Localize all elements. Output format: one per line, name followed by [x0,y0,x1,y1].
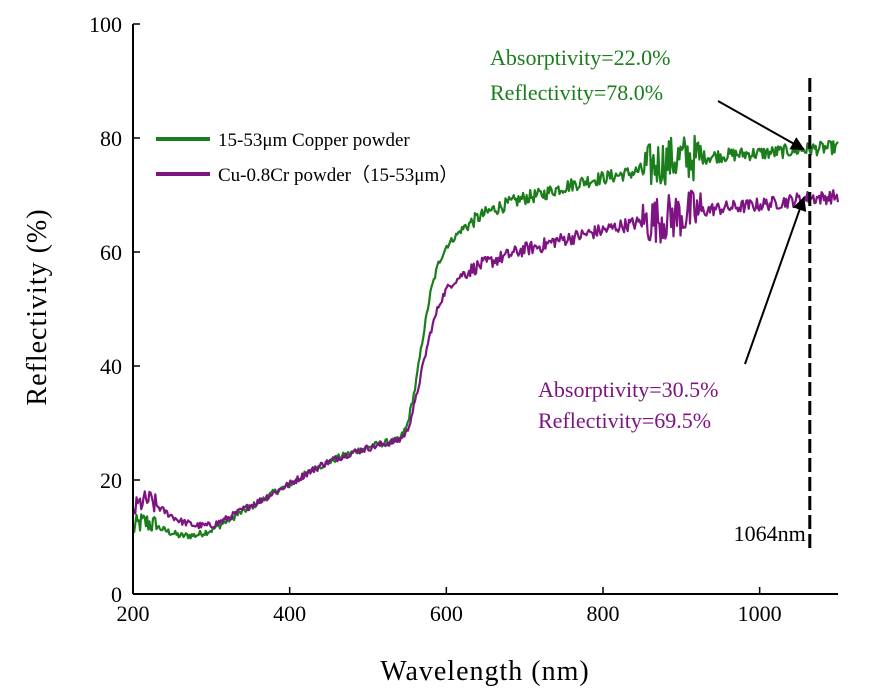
annotation-2-line-1: Absorptivity=30.5% [538,377,718,402]
legend-label-2: Cu-0.8Cr powder（15-53μm） [218,164,458,186]
y-tick-label: 20 [100,468,122,493]
axes [132,24,838,595]
x-axis-title: Wavelength (nm) [380,656,589,687]
vline-1064nm: 1064nm [734,78,812,548]
annotation-1-line-1: Absorptivity=22.0% [490,45,670,70]
annotations: Absorptivity=22.0% Reflectivity=78.0% Abso… [490,45,807,433]
annotation-1-line-2: Reflectivity=78.0% [490,80,663,105]
x-tick-label: 400 [273,601,306,626]
y-tick-label: 0 [111,582,122,607]
vline-label: 1064nm [734,521,806,546]
y-axis-title: Reflectivity (%) [22,208,53,405]
y-tick-label: 60 [100,240,122,265]
series-line-2 [131,189,840,530]
x-tick-label: 200 [117,601,150,626]
x-tick-label: 1000 [738,601,782,626]
y-tick-label: 80 [100,126,122,151]
series-line-1 [131,134,839,540]
y-tick-label: 100 [89,12,122,37]
annotation-arrow-1 [717,100,806,151]
x-tick-label: 800 [587,601,620,626]
plot-lines [131,134,840,540]
y-tick-label: 40 [100,354,122,379]
legend: 15-53μm Copper powder Cu-0.8Cr powder（15-… [156,130,458,186]
ticks: 200 400 600 800 1000 0 20 40 60 80 100 [89,12,782,626]
legend-label-1: 15-53μm Copper powder [218,130,410,151]
x-tick-label: 600 [430,601,463,626]
annotation-arrow-2 [744,196,807,365]
annotation-2-line-2: Reflectivity=69.5% [538,408,711,433]
